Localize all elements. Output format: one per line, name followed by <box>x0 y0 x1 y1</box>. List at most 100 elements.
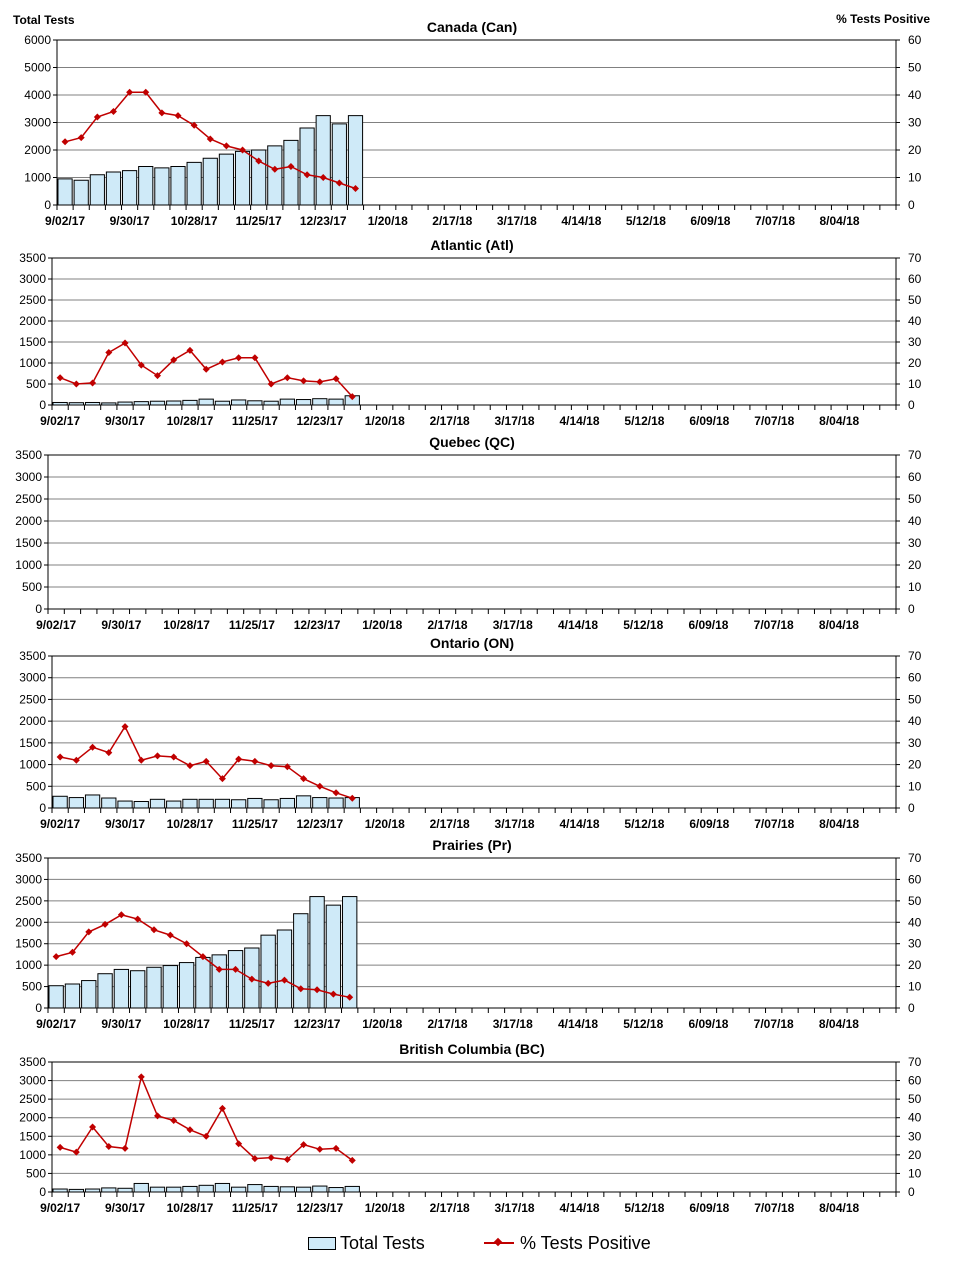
x-tick-label: 8/04/18 <box>820 214 860 228</box>
bar <box>81 980 97 1009</box>
y-right-tick-label: 30 <box>908 116 922 130</box>
bar <box>247 797 263 809</box>
x-tick-label: 4/14/18 <box>558 1017 598 1031</box>
bar <box>105 171 122 206</box>
y-left-tick-label: 2500 <box>15 492 42 506</box>
bar <box>122 170 138 206</box>
data-point <box>186 1126 194 1134</box>
y-right-tick-label: 0 <box>908 198 915 212</box>
y-right-tick-label: 50 <box>908 61 922 75</box>
data-point <box>137 1073 145 1081</box>
bar <box>84 1188 101 1193</box>
x-tick-label: 7/07/18 <box>754 618 794 632</box>
data-point <box>72 1148 80 1156</box>
y-right-tick-label: 0 <box>908 398 915 412</box>
y-right-tick-label: 40 <box>908 514 922 528</box>
data-point <box>117 911 125 919</box>
bar <box>279 797 295 809</box>
y-right-tick-label: 50 <box>908 692 922 706</box>
bar <box>214 798 231 809</box>
bar <box>344 1185 360 1193</box>
bar <box>154 167 170 206</box>
bar <box>52 401 68 406</box>
data-point <box>56 1143 64 1151</box>
data-point <box>89 1123 97 1131</box>
y-right-tick-label: 10 <box>908 377 922 391</box>
y-right-tick-label: 50 <box>908 293 922 307</box>
data-point <box>215 965 223 973</box>
left-axis-title: Total Tests <box>13 13 75 27</box>
y-left-tick-label: 500 <box>26 377 46 391</box>
y-right-tick-label: 40 <box>908 314 922 328</box>
data-point <box>121 723 129 731</box>
data-point <box>190 121 198 129</box>
x-tick-label: 2/17/18 <box>430 817 470 831</box>
bar <box>283 139 299 206</box>
x-tick-label: 1/20/18 <box>362 1017 402 1031</box>
bar <box>178 962 195 1009</box>
x-tick-label: 3/17/18 <box>495 414 535 428</box>
y-right-tick-label: 70 <box>908 851 922 865</box>
line-marker-swatch-icon <box>484 1237 514 1249</box>
x-tick-label: 3/17/18 <box>493 618 533 632</box>
x-tick-label: 9/02/17 <box>45 214 85 228</box>
data-point <box>332 1144 340 1152</box>
bar <box>202 157 218 206</box>
data-point <box>186 762 194 770</box>
plot-area <box>51 257 897 406</box>
x-tick-label: 10/28/17 <box>167 1201 214 1215</box>
x-tick-label: 11/25/17 <box>232 817 278 831</box>
data-point <box>251 354 259 362</box>
data-point <box>93 113 101 121</box>
x-tick-label: 1/20/18 <box>368 214 408 228</box>
bar <box>149 1186 166 1193</box>
data-point <box>313 986 321 994</box>
x-tick-label: 12/23/17 <box>294 1017 341 1031</box>
x-tick-label: 8/04/18 <box>819 1017 859 1031</box>
bar <box>211 954 227 1009</box>
bar <box>138 166 154 206</box>
chart-title: British Columbia (BC) <box>399 1041 544 1057</box>
x-tick-label: 9/30/17 <box>110 214 150 228</box>
y-right-tick-label: 20 <box>908 1148 922 1162</box>
bar <box>117 401 133 406</box>
bar <box>328 797 344 809</box>
data-point <box>251 757 259 765</box>
y-right-tick-label: 0 <box>908 602 915 616</box>
x-tick-label: 9/30/17 <box>101 1017 141 1031</box>
x-tick-label: 8/04/18 <box>819 414 859 428</box>
bar <box>247 1184 263 1193</box>
data-point <box>332 375 340 383</box>
data-point <box>271 165 279 173</box>
data-point <box>105 349 113 356</box>
bar <box>166 1186 182 1193</box>
x-tick-label: 8/04/18 <box>819 817 859 831</box>
bar <box>315 115 331 206</box>
charts-figure: Total Tests % Tests Positive 01000200030… <box>13 12 930 1215</box>
bar <box>170 166 186 206</box>
data-point <box>235 354 243 362</box>
x-tick-label: 7/07/18 <box>754 817 794 831</box>
data-point <box>166 931 174 939</box>
bar <box>347 115 364 206</box>
bar <box>231 399 247 406</box>
bar <box>279 1186 295 1193</box>
bar <box>133 800 149 809</box>
x-tick-label: 6/09/18 <box>690 214 730 228</box>
bar <box>231 1186 247 1193</box>
bar <box>218 153 235 206</box>
y-left-tick-label: 4000 <box>24 88 51 102</box>
y-right-tick-label: 60 <box>908 1074 922 1088</box>
bar <box>309 896 325 1009</box>
y-left-tick-label: 1500 <box>19 1129 46 1143</box>
y-right-tick-label: 10 <box>908 980 922 994</box>
x-tick-label: 3/17/18 <box>493 1017 533 1031</box>
bar <box>198 398 214 406</box>
data-point <box>218 1104 226 1112</box>
x-tick-label: 6/09/18 <box>689 414 729 428</box>
bar <box>295 1186 312 1193</box>
x-tick-label: 9/30/17 <box>105 817 145 831</box>
x-tick-label: 1/20/18 <box>365 414 405 428</box>
data-point <box>280 976 288 984</box>
bar <box>263 400 279 406</box>
